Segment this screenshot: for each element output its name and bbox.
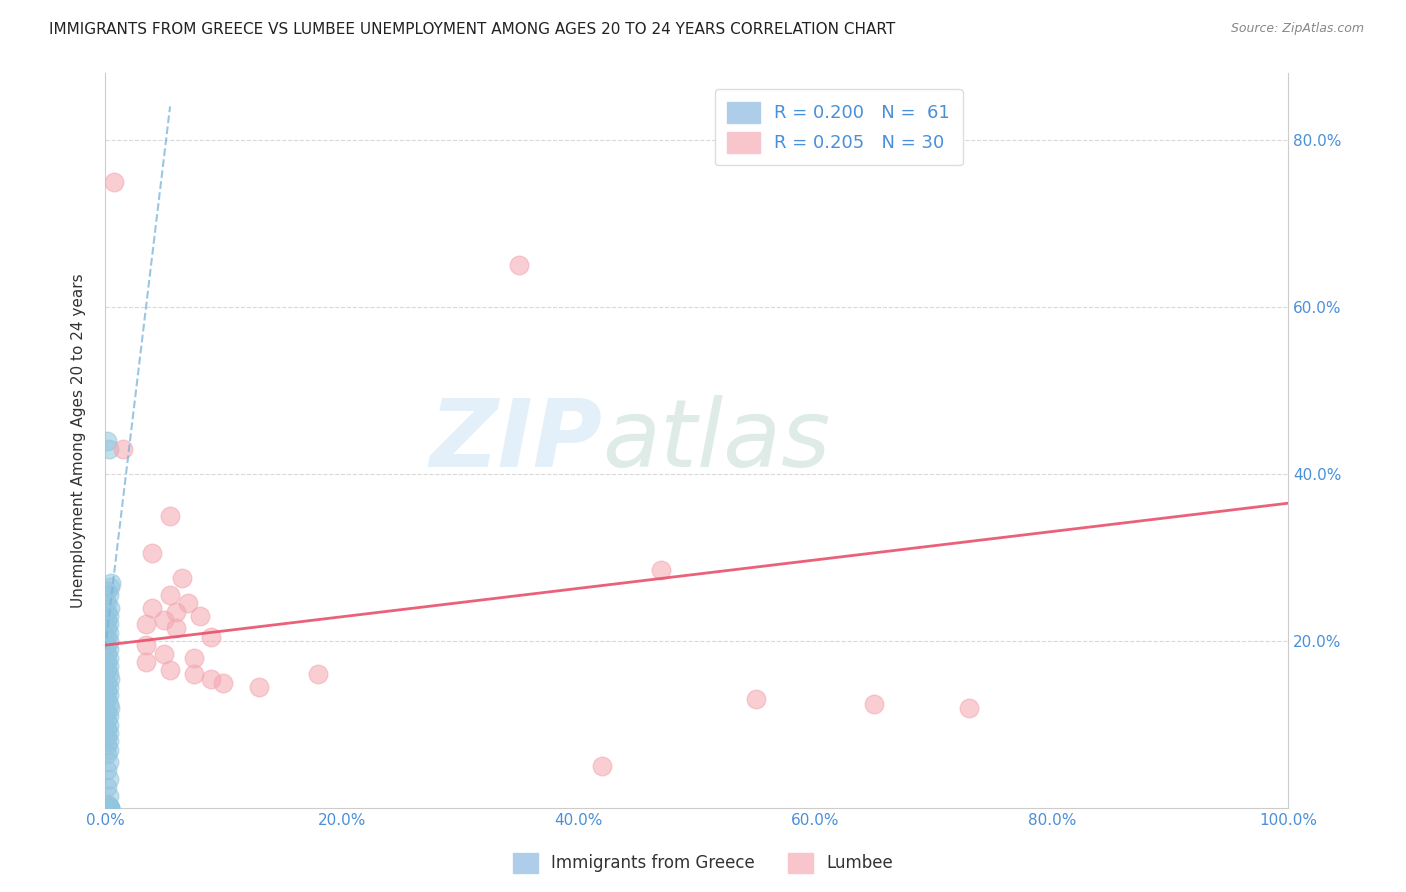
Point (97, 801, 120, 815)
Point (98, 701, 121, 715)
Point (97, 680, 120, 694)
Point (96, 797, 118, 811)
Text: atlas: atlas (602, 395, 831, 486)
Legend: R = 0.200   N =  61, R = 0.205   N = 30: R = 0.200 N = 61, R = 0.205 N = 30 (714, 89, 963, 165)
Point (97, 617, 120, 632)
Legend: Immigrants from Greece, Lumbee: Immigrants from Greece, Lumbee (506, 847, 900, 880)
Point (97, 625, 120, 640)
Point (97, 755, 120, 769)
Point (650, 563, 672, 577)
Point (170, 571, 193, 585)
Point (111, 442, 134, 456)
Point (591, 759, 613, 773)
Point (98, 600, 121, 615)
Point (96, 730, 118, 744)
Point (96, 583, 118, 598)
Point (97, 634, 120, 648)
Point (98, 580, 121, 594)
Point (96, 638, 118, 652)
Point (103, 175, 125, 189)
Point (96, 596, 118, 610)
Point (141, 546, 163, 560)
Point (200, 672, 222, 686)
Y-axis label: Unemployment Among Ages 20 to 24 years: Unemployment Among Ages 20 to 24 years (72, 273, 86, 607)
Point (98, 672, 121, 686)
Point (153, 647, 176, 661)
Point (98, 801, 121, 815)
Point (165, 622, 187, 636)
Point (97, 442, 120, 456)
Point (96, 801, 118, 815)
Point (97, 798, 120, 813)
Point (96, 801, 118, 815)
Point (135, 638, 157, 652)
Point (188, 609, 211, 624)
Point (200, 630, 222, 644)
Text: IMMIGRANTS FROM GREECE VS LUMBEE UNEMPLOYMENT AMONG AGES 20 TO 24 YEARS CORRELAT: IMMIGRANTS FROM GREECE VS LUMBEE UNEMPLO… (49, 22, 896, 37)
Point (863, 697, 886, 711)
Point (98, 801, 121, 815)
Point (307, 667, 329, 681)
Point (97, 801, 120, 815)
Point (96, 780, 118, 795)
Point (97, 688, 120, 702)
Point (96, 801, 118, 815)
Point (96, 655, 118, 669)
Point (97, 588, 120, 602)
Point (96, 684, 118, 698)
Point (96, 434, 118, 448)
Point (96, 739, 118, 753)
Point (247, 680, 270, 694)
Point (96, 705, 118, 719)
Point (159, 588, 181, 602)
Point (135, 617, 157, 632)
Point (745, 692, 768, 706)
Point (183, 650, 205, 665)
Text: ZIP: ZIP (429, 394, 602, 486)
Point (159, 508, 181, 523)
Point (97, 726, 120, 740)
Point (159, 663, 181, 677)
Text: Source: ZipAtlas.com: Source: ZipAtlas.com (1230, 22, 1364, 36)
Point (97, 609, 120, 624)
Point (96, 747, 118, 761)
Point (96, 801, 118, 815)
Point (97, 667, 120, 681)
Point (96, 613, 118, 627)
Point (141, 600, 163, 615)
Point (97, 642, 120, 657)
Point (97, 709, 120, 723)
Point (96, 605, 118, 619)
Point (97, 801, 120, 815)
Point (183, 667, 205, 681)
Point (153, 613, 176, 627)
Point (97, 801, 120, 815)
Point (96, 714, 118, 728)
Point (96, 675, 118, 690)
Point (97, 697, 120, 711)
Point (97, 742, 120, 756)
Point (96, 647, 118, 661)
Point (135, 655, 157, 669)
Point (97, 789, 120, 803)
Point (508, 258, 530, 272)
Point (97, 650, 120, 665)
Point (97, 772, 120, 786)
Point (165, 605, 187, 619)
Point (96, 722, 118, 736)
Point (96, 622, 118, 636)
Point (96, 663, 118, 677)
Point (97, 734, 120, 748)
Point (96, 692, 118, 706)
Point (98, 801, 121, 815)
Point (97, 659, 120, 673)
Point (100, 575, 122, 590)
Point (96, 630, 118, 644)
Point (96, 764, 118, 778)
Point (177, 596, 200, 610)
Point (97, 717, 120, 731)
Point (957, 701, 980, 715)
Point (212, 675, 235, 690)
